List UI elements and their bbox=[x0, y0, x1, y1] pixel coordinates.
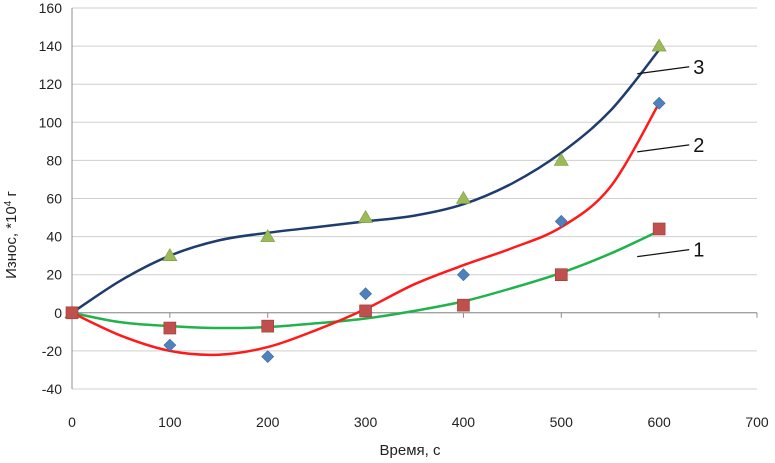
data-point-series-2 bbox=[652, 96, 666, 110]
data-point-series-3 bbox=[260, 229, 276, 242]
data-point-series-3 bbox=[651, 38, 667, 52]
y-tick-label: 60 bbox=[46, 191, 62, 207]
data-point-series-3 bbox=[553, 152, 569, 166]
x-tick-label: 0 bbox=[68, 414, 76, 430]
y-tick-label: 80 bbox=[46, 152, 62, 168]
y-axis-title-superscript: 4 bbox=[3, 200, 14, 206]
x-tick-label: 300 bbox=[354, 414, 378, 430]
y-axis-title: Износ, *104 г bbox=[3, 191, 21, 279]
annotation-label-1: 1 bbox=[693, 240, 704, 262]
data-point-series-2 bbox=[457, 268, 470, 282]
data-point-series-2 bbox=[261, 350, 275, 364]
y-tick-label: -20 bbox=[42, 343, 62, 359]
data-point-series-1 bbox=[65, 306, 79, 320]
x-tick-label: 400 bbox=[452, 414, 476, 430]
curve-annotations: 1 2 3 bbox=[637, 57, 704, 262]
x-tick-label: 200 bbox=[256, 414, 280, 430]
data-point-series-1 bbox=[554, 268, 568, 282]
annotation-leader-3 bbox=[637, 66, 690, 75]
data-point-series-3 bbox=[455, 190, 471, 204]
x-tick-label: 600 bbox=[647, 414, 671, 430]
annotation-label-2: 2 bbox=[693, 135, 704, 157]
annotation-leader-1 bbox=[637, 249, 690, 258]
y-tick-label: 100 bbox=[39, 114, 63, 130]
y-tick-label: 140 bbox=[39, 38, 63, 54]
y-axis-title-main: Износ, *10 bbox=[3, 206, 20, 279]
y-tick-label: 40 bbox=[46, 229, 62, 245]
data-point-series-3 bbox=[162, 248, 178, 261]
data-point-series-3 bbox=[358, 209, 374, 223]
data-point-series-1 bbox=[359, 304, 372, 318]
data-markers bbox=[64, 38, 667, 364]
y-tick-label: 160 bbox=[39, 0, 63, 16]
x-tick-label: 700 bbox=[745, 414, 769, 430]
y-tick-label: 0 bbox=[54, 305, 62, 321]
trend-line-3 bbox=[71, 49, 661, 314]
y-axis-title-unit: г bbox=[3, 191, 20, 201]
data-point-series-1 bbox=[652, 222, 666, 236]
data-point-series-2 bbox=[359, 287, 372, 301]
x-tick-label: 100 bbox=[158, 414, 182, 430]
data-point-series-1 bbox=[163, 321, 177, 335]
x-tick-labels: 0 100 200 300 400 500 600 700 bbox=[68, 414, 769, 430]
data-point-series-2 bbox=[163, 338, 177, 352]
data-point-series-1 bbox=[457, 298, 470, 312]
annotation-label-3: 3 bbox=[693, 57, 704, 79]
y-tick-label: 20 bbox=[46, 267, 62, 283]
y-tick-label: -40 bbox=[42, 381, 62, 397]
y-tick-labels: -40 -20 0 20 40 60 80 100 120 140 160 bbox=[39, 0, 63, 397]
data-point-series-1 bbox=[261, 319, 275, 333]
y-tick-label: 120 bbox=[39, 76, 63, 92]
data-point-series-2 bbox=[554, 214, 568, 228]
x-axis-title: Время, с bbox=[380, 442, 441, 459]
x-tick-label: 500 bbox=[550, 414, 574, 430]
annotation-leader-2 bbox=[637, 144, 690, 153]
